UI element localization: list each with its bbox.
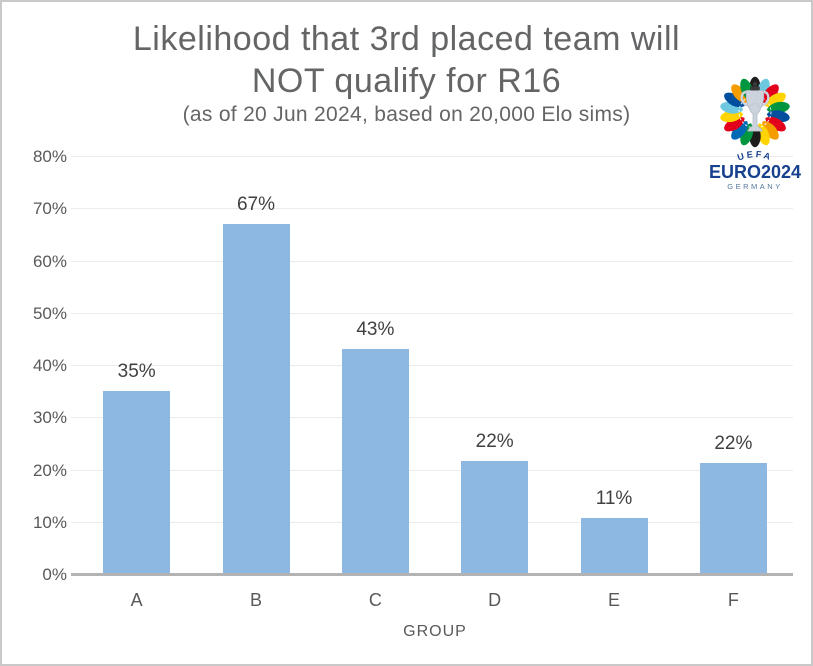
trophy-icon	[740, 81, 770, 132]
x-tick-label-E: E	[607, 590, 621, 610]
y-tick-label-10%: 10%	[32, 512, 67, 532]
bar-group-F	[699, 462, 767, 575]
bar-group-B	[222, 223, 290, 575]
logo-petal	[762, 84, 779, 103]
gridline-50%	[71, 312, 793, 314]
x-axis-line	[71, 573, 793, 576]
bar-group-E	[580, 517, 648, 575]
logo-petal	[731, 121, 748, 140]
logo-petal	[724, 92, 745, 108]
euro2024-wheel-icon	[720, 76, 790, 148]
data-label-group-E: 11%	[595, 487, 633, 509]
gridline-80%	[71, 156, 793, 157]
euro2024-logo: UEFA EURO2024 GERMANY	[702, 72, 808, 193]
x-tick-label-A: A	[130, 590, 143, 610]
uefa-wordmark-text: UEFA	[736, 149, 771, 162]
data-label-group-F: 22%	[714, 432, 753, 454]
bar-group-C	[341, 348, 409, 575]
gridline-10%	[71, 521, 793, 523]
germany-wordmark: GERMANY	[727, 182, 782, 191]
logo-petal	[720, 110, 744, 123]
euro2024-logo-text: UEFA EURO2024 GERMANY	[709, 149, 801, 191]
y-tick-label-0%: 0%	[42, 565, 67, 584]
euro2024-wordmark: EURO2024	[709, 162, 801, 182]
bar-group-A	[103, 391, 171, 575]
bar-group-D	[461, 460, 529, 575]
x-tick-label-D: D	[488, 590, 502, 610]
y-tick-label-40%: 40%	[32, 356, 67, 375]
chart-title-line2: NOT qualify for R16	[251, 62, 562, 100]
y-tick-label-50%: 50%	[32, 303, 67, 323]
y-tick-label-80%: 80%	[32, 147, 67, 166]
y-tick-label-30%: 30%	[32, 408, 67, 428]
gridline-70%	[71, 208, 793, 210]
y-tick-label-60%: 60%	[32, 251, 67, 271]
logo-petal	[762, 121, 779, 140]
logo-petal	[766, 101, 790, 114]
logo-petal	[731, 84, 748, 103]
plot-area: GROUP 0% 10% 20% 30% 40% 50% 60% 70% 80% 35% A 67% B…	[33, 148, 793, 640]
data-label-group-C: 43%	[356, 318, 395, 340]
chart-subtitle: (as of 20 Jun 2024, based on 20,000 Elo …	[182, 103, 631, 126]
data-label-group-B: 67%	[236, 193, 276, 215]
y-tick-label-70%: 70%	[32, 199, 67, 219]
gridline-60%	[71, 260, 793, 262]
chart-title-line1: Likelihood that 3rd placed team will	[132, 20, 681, 58]
data-label-group-D: 22%	[475, 430, 514, 452]
gridline-40%	[71, 365, 793, 366]
chart-header: Likelihood that 3rd placed team will NOT…	[2, 18, 811, 127]
gridline-30%	[71, 417, 793, 419]
x-axis-title: GROUP	[403, 623, 467, 640]
x-tick-label-B: B	[249, 590, 263, 610]
x-tick-label-F: F	[727, 590, 739, 610]
data-label-group-A: 35%	[117, 361, 156, 383]
uefa-wordmark: UEFA	[736, 149, 774, 162]
y-tick-label-20%: 20%	[32, 460, 67, 480]
logo-petal	[765, 116, 786, 132]
x-tick-label-C: C	[368, 590, 382, 610]
gridline-20%	[71, 469, 793, 471]
